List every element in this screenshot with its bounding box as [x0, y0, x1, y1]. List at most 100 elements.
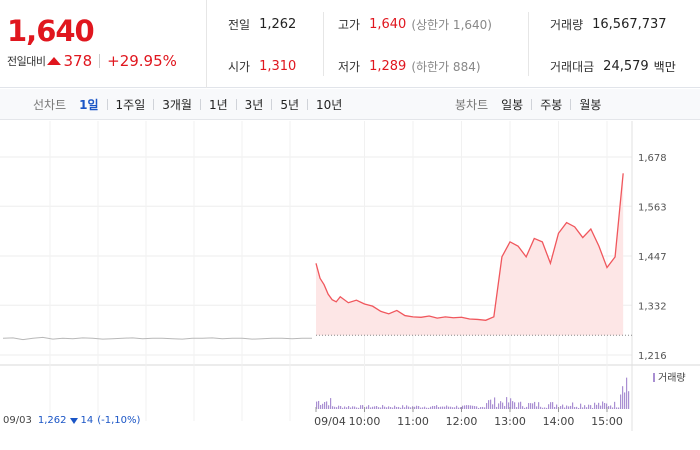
volume-bar	[342, 407, 344, 409]
prev-day-change: 14	[80, 415, 94, 426]
stat-value: 1,262	[259, 17, 297, 32]
tab-divider	[235, 99, 237, 110]
volume-bar	[512, 401, 514, 409]
volume-bar	[552, 402, 554, 409]
volume-bar	[322, 403, 324, 409]
volume-bar	[618, 407, 620, 409]
prev-day-info: 09/03 1,262 14 (-1,10%)	[3, 415, 140, 426]
volume-bar	[544, 407, 546, 409]
tab-10year[interactable]: 10년	[316, 98, 343, 112]
volume-bar	[564, 407, 566, 409]
volume-legend-swatch	[653, 373, 655, 382]
tab-weekly-candle[interactable]: 주봉	[540, 98, 563, 112]
volume-bar	[340, 406, 342, 409]
volume-bar	[408, 406, 410, 409]
volume-bar	[504, 406, 506, 409]
tab-monthly-candle[interactable]: 월봉	[579, 98, 602, 112]
volume-bar	[410, 407, 412, 409]
volume-bar	[546, 407, 548, 409]
tab-1day[interactable]: 1일	[79, 98, 99, 112]
volume-bar	[418, 406, 420, 409]
volume-bar	[400, 407, 402, 409]
volume-bar	[532, 403, 534, 409]
tab-1week[interactable]: 1주일	[115, 98, 146, 112]
stat-value: 1,640	[369, 17, 407, 32]
volume-bar	[466, 405, 468, 409]
volume-bar	[450, 406, 452, 409]
chart-period-tabs: 선차트 1일 1주일 3개월 1년 3년 5년 10년 봉차트 일봉 주봉 월봉	[0, 89, 700, 120]
volume-bar	[348, 405, 350, 409]
volume-bar	[328, 405, 330, 409]
volume-bar	[320, 404, 322, 409]
volume-bar	[460, 407, 462, 409]
volume-bars	[316, 377, 630, 409]
volume-bar	[530, 403, 532, 409]
volume-bar	[496, 406, 498, 409]
tab-3month[interactable]: 3개월	[162, 98, 192, 112]
volume-bar	[602, 401, 604, 409]
tab-5year[interactable]: 5년	[280, 98, 300, 112]
volume-bar	[592, 407, 594, 409]
stat-label: 고가	[338, 18, 361, 32]
price-chart-svg: 1,678 1,563 1,447 1,332 1,216 09/04 10:00 11:0…	[0, 121, 700, 431]
stat-low: 저가 1,289 (하한가 884)	[338, 58, 481, 75]
tab-3year[interactable]: 3년	[244, 98, 264, 112]
volume-bar	[464, 405, 466, 409]
volume-bar	[608, 406, 610, 409]
volume-bar	[474, 406, 476, 409]
volume-bar	[484, 407, 486, 409]
down-arrow-icon	[70, 417, 79, 424]
volume-bar	[426, 407, 428, 409]
tab-divider	[199, 99, 201, 110]
volume-bar	[540, 406, 542, 409]
volume-bar	[458, 407, 460, 409]
volume-bar	[428, 407, 430, 409]
volume-bar	[380, 407, 382, 409]
line-chart-title: 선차트	[33, 98, 67, 112]
volume-bar	[368, 405, 370, 409]
volume-bar	[610, 405, 612, 409]
today-area	[316, 173, 632, 336]
stat-sub: (하한가 884)	[411, 60, 481, 74]
volume-bar	[536, 406, 538, 409]
tab-daily-candle[interactable]: 일봉	[501, 98, 524, 112]
volume-bar	[582, 407, 584, 409]
stat-sub: (상한가 1,640)	[411, 18, 492, 32]
volume-bar	[354, 406, 356, 409]
volume-legend: 거래량	[653, 372, 686, 384]
volume-bar	[372, 406, 374, 409]
volume-bar	[374, 406, 376, 409]
x-tick-label: 10:00	[349, 415, 381, 428]
volume-bar	[538, 402, 540, 409]
x-tick-label: 15:00	[591, 415, 623, 428]
volume-bar	[522, 406, 524, 409]
stat-unit: 백만	[653, 60, 676, 74]
x-tick-label: 12:00	[446, 415, 478, 428]
volume-bar	[572, 402, 574, 409]
volume-bar	[616, 407, 618, 409]
volume-bar	[366, 406, 368, 409]
volume-bar	[594, 402, 596, 409]
volume-bar	[620, 394, 622, 409]
volume-bar	[590, 405, 592, 409]
y-tick-label: 1,332	[638, 301, 667, 312]
volume-bar	[524, 407, 526, 409]
volume-bar	[362, 405, 364, 409]
volume-bar	[488, 400, 490, 409]
volume-bar	[424, 406, 426, 409]
volume-bar	[518, 402, 520, 409]
volume-bar	[352, 406, 354, 409]
volume-bar	[448, 406, 450, 409]
volume-bar	[508, 402, 510, 409]
quote-header: 1,640 전일대비 378 +29.95% 전일 1,262 고가 1,640…	[0, 0, 700, 88]
volume-bar	[600, 405, 602, 409]
volume-bar	[356, 407, 358, 409]
volume-bar	[494, 397, 496, 409]
volume-bar	[376, 405, 378, 409]
prev-day-price: 1,262	[37, 415, 67, 426]
volume-bar	[576, 406, 578, 409]
volume-bar	[492, 404, 494, 409]
tab-1year[interactable]: 1년	[208, 98, 228, 112]
prev-day-line	[2, 336, 312, 341]
volume-bar	[586, 407, 588, 409]
